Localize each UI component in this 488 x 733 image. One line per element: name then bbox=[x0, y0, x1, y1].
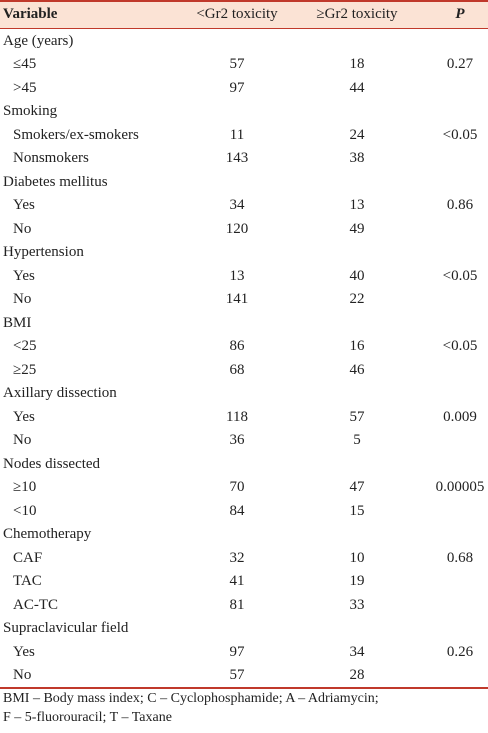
row-label: <10 bbox=[13, 502, 37, 519]
cell: 57 bbox=[229, 56, 245, 72]
column-header: <Gr2 toxicity bbox=[196, 6, 278, 22]
p-value: 0.68 bbox=[446, 549, 474, 566]
p-value: <0.05 bbox=[442, 338, 478, 354]
cell: 24 bbox=[349, 126, 365, 143]
p-value: <0.05 bbox=[442, 126, 478, 143]
cell: 36 bbox=[229, 432, 245, 448]
cell: 34 bbox=[349, 643, 365, 660]
cell: 57 bbox=[229, 667, 245, 683]
cell: 34 bbox=[229, 197, 245, 213]
cell: 32 bbox=[229, 549, 245, 566]
group-label: Smoking bbox=[3, 103, 58, 119]
column-header: ≥Gr2 toxicity bbox=[316, 6, 398, 22]
group-label: Hypertension bbox=[3, 244, 84, 260]
cell: 86 bbox=[229, 338, 245, 354]
group-label: Nodes dissected bbox=[3, 455, 101, 472]
cell: 118 bbox=[226, 408, 248, 425]
cell: 97 bbox=[229, 79, 245, 96]
row-label: ≥25 bbox=[13, 361, 37, 378]
cell: 13 bbox=[349, 197, 365, 213]
cell: 120 bbox=[225, 220, 249, 237]
column-header: Variable bbox=[3, 6, 58, 22]
cell: 18 bbox=[349, 56, 365, 72]
row-label: >45 bbox=[13, 79, 37, 96]
row-label: No bbox=[13, 667, 32, 683]
cell: 70 bbox=[229, 479, 245, 495]
cell: 13 bbox=[229, 267, 245, 284]
cell: 57 bbox=[349, 408, 365, 425]
column-header: P bbox=[455, 6, 465, 22]
cell: 33 bbox=[349, 596, 365, 613]
cell: 44 bbox=[349, 79, 365, 96]
row-label: Yes bbox=[13, 408, 35, 425]
row-label: Yes bbox=[13, 267, 35, 284]
footnote: F – 5-fluorouracil; T – Taxane bbox=[3, 710, 172, 725]
cell: 141 bbox=[225, 291, 249, 307]
group-label: Age (years) bbox=[3, 32, 74, 49]
cell: 143 bbox=[225, 150, 249, 166]
header-row bbox=[0, 0, 488, 29]
row-label: Yes bbox=[13, 197, 35, 213]
footnote: BMI – Body mass index; C – Cyclophospham… bbox=[3, 691, 379, 706]
cell: 46 bbox=[349, 361, 365, 378]
row-label: TAC bbox=[13, 573, 42, 589]
cell: 5 bbox=[353, 432, 361, 448]
row-label: Nonsmokers bbox=[13, 150, 89, 166]
row-label: AC-TC bbox=[13, 596, 58, 613]
row-label: Yes bbox=[13, 643, 35, 660]
row-label: ≥10 bbox=[13, 479, 37, 495]
row-label: No bbox=[13, 432, 32, 448]
row-label: Smokers/ex-smokers bbox=[13, 126, 139, 143]
p-value: <0.05 bbox=[442, 267, 478, 284]
p-value: 0.86 bbox=[446, 197, 474, 213]
p-value: 0.26 bbox=[446, 643, 474, 660]
cell: 38 bbox=[349, 150, 365, 166]
p-value: 0.009 bbox=[443, 408, 477, 425]
cell: 22 bbox=[349, 291, 365, 307]
p-value: 0.27 bbox=[446, 56, 474, 72]
row-label: <25 bbox=[13, 338, 37, 354]
cell: 68 bbox=[229, 361, 245, 378]
cell: 47 bbox=[349, 479, 365, 495]
cell: 81 bbox=[229, 596, 245, 613]
cell: 97 bbox=[229, 643, 245, 660]
group-label: Chemotherapy bbox=[3, 526, 92, 542]
cell: 16 bbox=[349, 338, 365, 354]
row-label: ≤45 bbox=[13, 56, 37, 72]
group-label: Diabetes mellitus bbox=[3, 173, 108, 190]
cell: 84 bbox=[229, 502, 245, 519]
row-label: No bbox=[13, 291, 32, 307]
group-label: Supraclavicular field bbox=[3, 620, 129, 636]
cell: 49 bbox=[349, 220, 365, 237]
bottom-rule bbox=[0, 687, 488, 689]
row-label: No bbox=[13, 220, 32, 237]
cell: 28 bbox=[349, 667, 365, 683]
row-label: CAF bbox=[13, 549, 43, 566]
p-value: 0.00005 bbox=[435, 479, 485, 495]
cell: 10 bbox=[349, 549, 365, 566]
cell: 19 bbox=[349, 573, 365, 589]
cell: 40 bbox=[349, 267, 365, 284]
group-label: Axillary dissection bbox=[3, 385, 117, 401]
cell: 11 bbox=[229, 126, 245, 143]
cell: 15 bbox=[349, 502, 365, 519]
group-label: BMI bbox=[3, 314, 32, 331]
cell: 41 bbox=[229, 573, 245, 589]
